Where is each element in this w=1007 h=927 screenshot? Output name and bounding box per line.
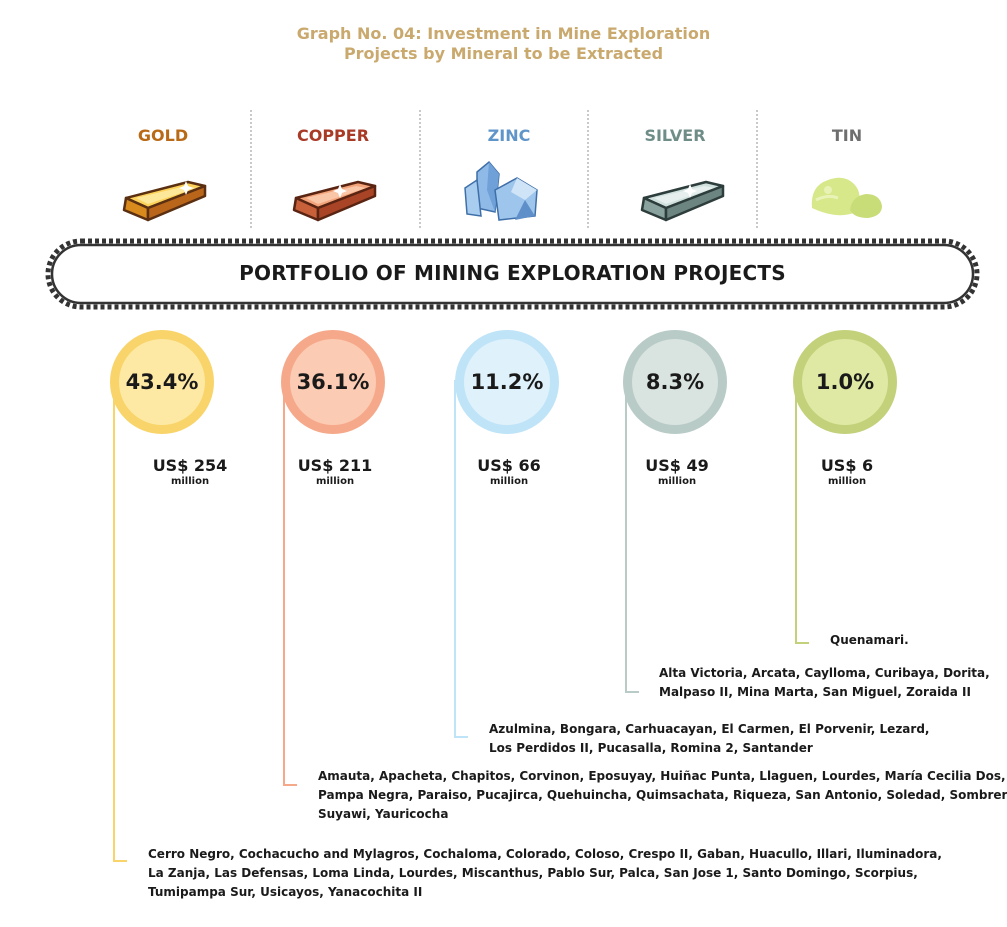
project-list-line: Pampa Negra, Paraiso, Pucajirca, Quehuin… — [318, 788, 1007, 802]
copper-bar-icon — [292, 180, 377, 222]
mineral-label-zinc: ZINC — [487, 126, 531, 145]
percent-circle-silver: 8.3% — [623, 330, 727, 434]
chart-title-line-2: Projects by Mineral to be Extracted — [343, 44, 664, 63]
investment-value: US$ 211 — [297, 456, 373, 475]
project-list-tin: Quenamari. — [830, 631, 909, 650]
connector-line-copper — [283, 380, 297, 786]
investment-unit: million — [827, 476, 867, 487]
percent-circle-tin: 1.0% — [793, 330, 897, 434]
investment-unit: million — [657, 476, 697, 487]
project-list-line: Malpaso II, Mina Marta, San Miguel, Zora… — [659, 685, 971, 699]
project-list-zinc: Azulmina, Bongara, Carhuacayan, El Carme… — [489, 720, 929, 758]
project-list-line: Quenamari. — [830, 633, 909, 647]
connector-line-gold — [113, 380, 127, 862]
portfolio-banner — [45, 238, 980, 310]
project-list-gold: Cerro Negro, Cochacucho and Mylagros, Co… — [148, 845, 942, 902]
column-divider — [250, 110, 252, 228]
percent-value: 36.1% — [296, 370, 370, 394]
percent-value: 8.3% — [645, 370, 705, 394]
investment-value: US$ 66 — [477, 456, 541, 475]
connector-line-zinc — [454, 380, 468, 738]
chart-title-line-1: Graph No. 04: Investment in Mine Explora… — [296, 24, 711, 43]
connector-line-silver — [625, 380, 639, 693]
investment-unit: million — [489, 476, 529, 487]
percent-value: 43.4% — [125, 370, 199, 394]
percent-circle-copper: 36.1% — [281, 330, 385, 434]
percent-circle-zinc: 11.2% — [455, 330, 559, 434]
gold-bar-icon — [122, 180, 207, 222]
project-list-line: La Zanja, Las Defensas, Loma Linda, Lour… — [148, 866, 918, 880]
percent-value: 11.2% — [470, 370, 544, 394]
project-list-silver: Alta Victoria, Arcata, Caylloma, Curibay… — [659, 664, 990, 702]
column-divider — [756, 110, 758, 228]
zinc-crystal-icon — [464, 160, 538, 221]
investment-amount-copper: US$ 211 million — [265, 456, 405, 488]
project-list-line: Azulmina, Bongara, Carhuacayan, El Carme… — [489, 722, 930, 736]
percent-circle-gold: 43.4% — [110, 330, 214, 434]
percent-value: 1.0% — [815, 370, 875, 394]
chart-title: Graph No. 04: Investment in Mine Explora… — [0, 24, 1007, 64]
investment-value: US$ 254 — [152, 456, 228, 475]
project-list-line: Los Perdidos II, Pucasalla, Romina 2, Sa… — [489, 741, 813, 755]
project-list-line: Tumipampa Sur, Usicayos, Yanacochita II — [148, 885, 423, 899]
project-list-line: Amauta, Apacheta, Chapitos, Corvinon, Ep… — [318, 769, 1006, 783]
project-list-line: Cerro Negro, Cochacucho and Mylagros, Co… — [148, 847, 942, 861]
connector-line-tin — [795, 380, 809, 644]
tin-ore-icon — [811, 177, 882, 218]
silver-bar-icon — [640, 180, 725, 222]
investment-value: US$ 6 — [820, 456, 874, 475]
column-divider — [419, 110, 421, 228]
project-list-copper: Amauta, Apacheta, Chapitos, Corvinon, Ep… — [318, 767, 1007, 824]
investment-unit: million — [315, 476, 355, 487]
project-list-line: Alta Victoria, Arcata, Caylloma, Curibay… — [659, 666, 990, 680]
investment-amount-gold: US$ 254 million — [120, 456, 260, 488]
banner-title: PORTFOLIO OF MINING EXPLORATION PROJECTS — [239, 261, 786, 285]
column-divider — [587, 110, 589, 228]
investment-amount-tin: US$ 6 million — [777, 456, 917, 488]
mineral-label-silver: SILVER — [644, 126, 706, 145]
investment-amount-silver: US$ 49 million — [607, 456, 747, 488]
mineral-label-copper: COPPER — [296, 126, 370, 145]
mineral-label-gold: GOLD — [137, 126, 189, 145]
investment-value: US$ 49 — [645, 456, 709, 475]
mineral-label-tin: TIN — [831, 126, 863, 145]
investment-amount-zinc: US$ 66 million — [439, 456, 579, 488]
investment-unit: million — [170, 476, 210, 487]
project-list-line: Suyawi, Yauricocha — [318, 807, 449, 821]
